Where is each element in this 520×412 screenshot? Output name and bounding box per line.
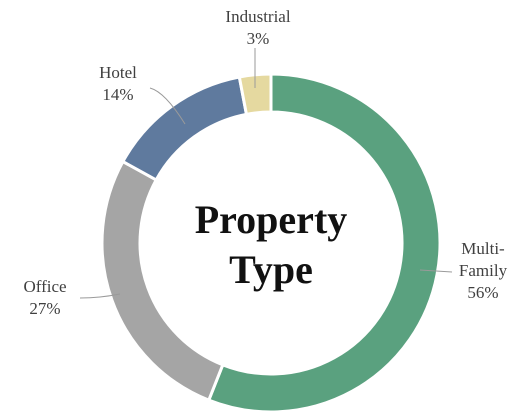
category-label: Multi-Family xyxy=(458,239,508,280)
category-label: Office xyxy=(23,277,67,296)
donut-slice xyxy=(237,72,273,117)
category-label: Hotel xyxy=(99,63,137,82)
slice-label: Office 27% xyxy=(5,276,85,320)
slices xyxy=(100,72,442,412)
slice-label: Hotel 14% xyxy=(78,62,158,106)
value-label: 3% xyxy=(246,29,270,48)
donut-slice xyxy=(206,72,442,412)
leader-line xyxy=(79,293,121,299)
slice-label: Multi-Family 56% xyxy=(453,238,513,304)
value-label: 56% xyxy=(467,283,499,302)
value-label: 14% xyxy=(102,85,134,104)
slice-label: Industrial 3% xyxy=(208,6,308,50)
leader-line xyxy=(419,269,453,273)
category-label: Industrial xyxy=(225,7,291,26)
leader-line xyxy=(149,87,186,125)
chart-title: Property Type xyxy=(194,197,348,292)
value-label: 27% xyxy=(29,299,61,318)
